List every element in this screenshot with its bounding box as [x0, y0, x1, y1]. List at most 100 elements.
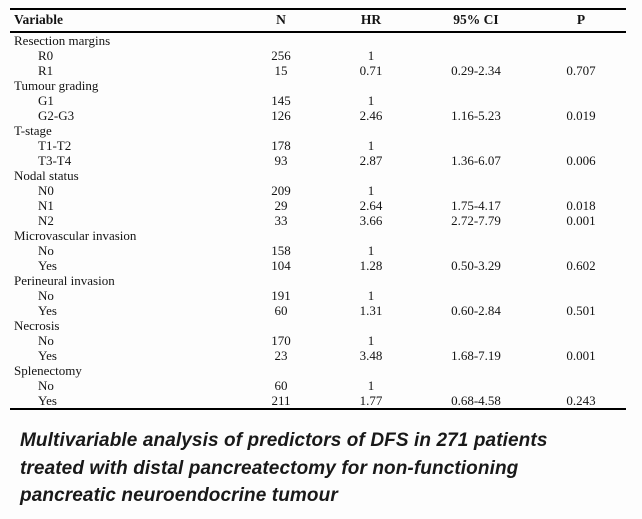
table-body: Resection margins R0 256 1 R1 15 0.71 0.29-2.34… — [10, 32, 626, 409]
group-label: Perineural invasion — [14, 273, 115, 288]
cell-n: 178 — [271, 138, 291, 153]
cell-p — [536, 288, 626, 303]
table-row: Yes 23 3.48 1.68-7.19 0.001 — [10, 348, 626, 363]
cell-hr: 1.31 — [359, 303, 383, 318]
cell-hr: 1.77 — [359, 393, 383, 408]
caption-line: treated with distal pancreatectomy for n… — [20, 457, 519, 479]
cell-ci: 1.68-7.19 — [451, 348, 501, 363]
cell-variable: T1-T2 — [38, 138, 72, 153]
table-row: Yes 211 1.77 0.68-4.58 0.243 — [10, 393, 626, 409]
cell-p — [536, 378, 626, 393]
cell-ci — [416, 48, 536, 63]
cell-p: 0.501 — [566, 303, 596, 318]
cell-ci: 0.60-2.84 — [451, 303, 501, 318]
table-row: N0 209 1 — [10, 183, 626, 198]
cell-n: 60 — [274, 303, 288, 318]
cell-variable: No — [38, 243, 54, 258]
cell-n: 93 — [274, 153, 288, 168]
table-row: T3-T4 93 2.87 1.36-6.07 0.006 — [10, 153, 626, 168]
table-row: N1 29 2.64 1.75-4.17 0.018 — [10, 198, 626, 213]
cell-n: 104 — [271, 258, 291, 273]
cell-p — [536, 333, 626, 348]
cell-hr: 1 — [367, 378, 375, 393]
cell-n: 191 — [271, 288, 291, 303]
cell-p: 0.602 — [566, 258, 596, 273]
cell-ci: 0.50-3.29 — [451, 258, 501, 273]
group-label: Necrosis — [14, 318, 60, 333]
cell-p: 0.243 — [566, 393, 596, 408]
table-row: R0 256 1 — [10, 48, 626, 63]
table-group-row: Microvascular invasion — [10, 228, 626, 243]
cell-n: 23 — [274, 348, 288, 363]
cell-variable: N2 — [38, 213, 54, 228]
cell-p: 0.001 — [566, 213, 596, 228]
column-header-ci: 95% CI — [416, 9, 536, 33]
cell-n: 158 — [271, 243, 291, 258]
group-label: Resection margins — [14, 33, 111, 48]
cell-p: 0.019 — [566, 108, 596, 123]
cell-ci — [416, 378, 536, 393]
cell-ci: 1.75-4.17 — [451, 198, 501, 213]
cell-n: 60 — [274, 378, 288, 393]
table-row: Yes 104 1.28 0.50-3.29 0.602 — [10, 258, 626, 273]
cell-p — [536, 243, 626, 258]
group-label: Splenectomy — [14, 363, 82, 378]
cell-variable: Yes — [38, 393, 57, 408]
column-header-hr: HR — [326, 9, 416, 33]
cell-hr: 1 — [367, 333, 375, 348]
cell-p: 0.001 — [566, 348, 596, 363]
cell-p — [536, 93, 626, 108]
cell-variable: No — [38, 378, 54, 393]
cell-n: 15 — [274, 63, 288, 78]
cell-hr: 1 — [367, 93, 375, 108]
caption-line: Multivariable analysis of predictors of … — [20, 430, 548, 451]
table-row: G1 145 1 — [10, 93, 626, 108]
cell-variable: Yes — [38, 303, 57, 318]
cell-p: 0.018 — [566, 198, 596, 213]
cell-n: 256 — [271, 48, 291, 63]
cell-hr: 1.28 — [359, 258, 383, 273]
cell-ci — [416, 243, 536, 258]
cell-ci — [416, 183, 536, 198]
cell-n: 211 — [271, 393, 291, 408]
cell-ci — [416, 288, 536, 303]
cell-p — [536, 183, 626, 198]
cell-hr: 1 — [367, 288, 375, 303]
table-row: G2-G3 126 2.46 1.16-5.23 0.019 — [10, 108, 626, 123]
group-label: Microvascular invasion — [14, 228, 137, 243]
table-group-row: Tumour grading — [10, 78, 626, 93]
group-label: Nodal status — [14, 168, 79, 183]
cell-ci: 1.16-5.23 — [451, 108, 501, 123]
cell-variable: T3-T4 — [38, 153, 72, 168]
caption-line: pancreatic neuroendocrine tumour — [20, 485, 338, 506]
cell-n: 170 — [271, 333, 291, 348]
column-header-p: P — [536, 9, 626, 33]
cell-variable: N0 — [38, 183, 54, 198]
cell-n: 145 — [271, 93, 291, 108]
cell-variable: G2-G3 — [38, 108, 75, 123]
table-row: No 158 1 — [10, 243, 626, 258]
cell-hr: 1 — [367, 138, 375, 153]
table-row: N2 33 3.66 2.72-7.79 0.001 — [10, 213, 626, 228]
cell-variable: R0 — [38, 48, 54, 63]
cell-p — [536, 48, 626, 63]
cell-p: 0.006 — [566, 153, 596, 168]
cell-ci: 1.36-6.07 — [451, 153, 501, 168]
column-header-variable: Variable — [10, 9, 236, 33]
table-group-row: Perineural invasion — [10, 273, 626, 288]
cell-ci: 0.68-4.58 — [451, 393, 501, 408]
cell-hr: 2.87 — [359, 153, 383, 168]
cell-n: 29 — [274, 198, 288, 213]
results-table-container: Variable N HR 95% CI P Resection margins… — [10, 8, 626, 410]
cell-ci: 2.72-7.79 — [451, 213, 501, 228]
cell-p: 0.707 — [566, 63, 596, 78]
table-caption: Multivariable analysis of predictors of … — [20, 427, 630, 510]
cell-ci — [416, 93, 536, 108]
table-group-row: Nodal status — [10, 168, 626, 183]
cell-variable: No — [38, 333, 54, 348]
cell-n: 126 — [271, 108, 291, 123]
group-label: T-stage — [14, 123, 52, 138]
cell-variable: N1 — [38, 198, 54, 213]
cell-hr: 1 — [367, 243, 375, 258]
cell-hr: 2.46 — [359, 108, 383, 123]
